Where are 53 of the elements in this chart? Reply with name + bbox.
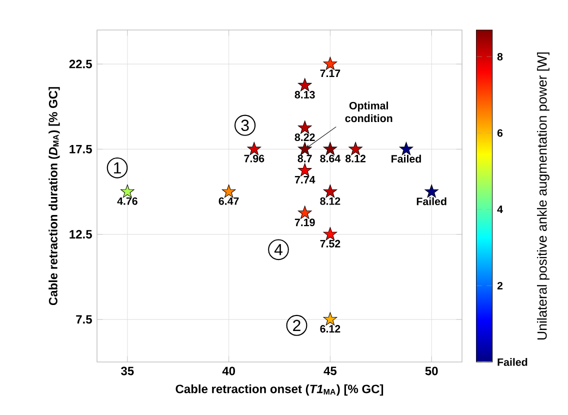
point xyxy=(323,184,338,198)
annotation: Failed xyxy=(392,154,421,163)
y-tick-label: 22.5 xyxy=(69,60,92,68)
annotation: 8.7 xyxy=(298,154,312,162)
point xyxy=(424,184,438,198)
annotation: 6.47 xyxy=(218,197,239,205)
annotation: 7.17 xyxy=(320,70,340,77)
annotation: Failed xyxy=(416,197,446,206)
point xyxy=(247,142,262,156)
color-bar-label: 6 xyxy=(497,129,503,137)
y-axis-title: Cable retraction duration (D$_{MA}$) [% GC] xyxy=(48,87,60,306)
annotation: 8.22 xyxy=(294,134,315,142)
point xyxy=(120,184,134,198)
point xyxy=(298,78,312,92)
annotation: 3 xyxy=(241,120,249,131)
annotation: 7.52 xyxy=(320,240,340,248)
annotation: 8.12 xyxy=(345,154,366,162)
x-tick-label: 50 xyxy=(425,366,438,376)
x-tick-label: 40 xyxy=(222,366,235,376)
point xyxy=(222,184,236,198)
annotation: 8.13 xyxy=(294,90,315,99)
y-tick-label: 17.5 xyxy=(70,144,92,154)
x-tick-label: 45 xyxy=(324,366,337,376)
color-bar-label: 8 xyxy=(497,52,503,60)
annotation: 2 xyxy=(293,320,300,331)
point xyxy=(323,312,338,326)
annotation: 7.19 xyxy=(294,218,315,226)
x-axis-title: Cable retraction onset (T1$_{MA}$) [% GC] xyxy=(176,384,384,396)
annotation: 4.76 xyxy=(117,197,138,205)
color-bar-label: 2 xyxy=(497,282,503,290)
point xyxy=(323,56,338,70)
point xyxy=(323,227,338,240)
point xyxy=(298,120,312,134)
point xyxy=(323,142,338,156)
color-bar-label: 4 xyxy=(497,206,503,214)
annotation: Optimal condition xyxy=(345,102,392,122)
y-tick-label: 7.5 xyxy=(76,315,92,324)
y-tick-label: 12.5 xyxy=(70,230,92,239)
x-tick-label: 35 xyxy=(121,366,134,376)
point xyxy=(348,142,362,156)
point xyxy=(298,206,312,219)
annotation: 4 xyxy=(274,244,282,256)
annotation: 8.64 xyxy=(320,154,341,162)
point xyxy=(298,163,312,176)
annotation: 7.74 xyxy=(294,176,316,184)
annotation: 1 xyxy=(114,162,121,174)
point xyxy=(298,142,312,156)
annotation: 8.12 xyxy=(320,197,340,205)
annotation: 6.12 xyxy=(320,325,340,333)
color-bar-label: Failed xyxy=(498,358,528,366)
point xyxy=(399,142,414,156)
color-bar-title: Unilateral positive ankle augmentation power [W] xyxy=(537,52,550,340)
annotation: 7.96 xyxy=(244,154,264,162)
